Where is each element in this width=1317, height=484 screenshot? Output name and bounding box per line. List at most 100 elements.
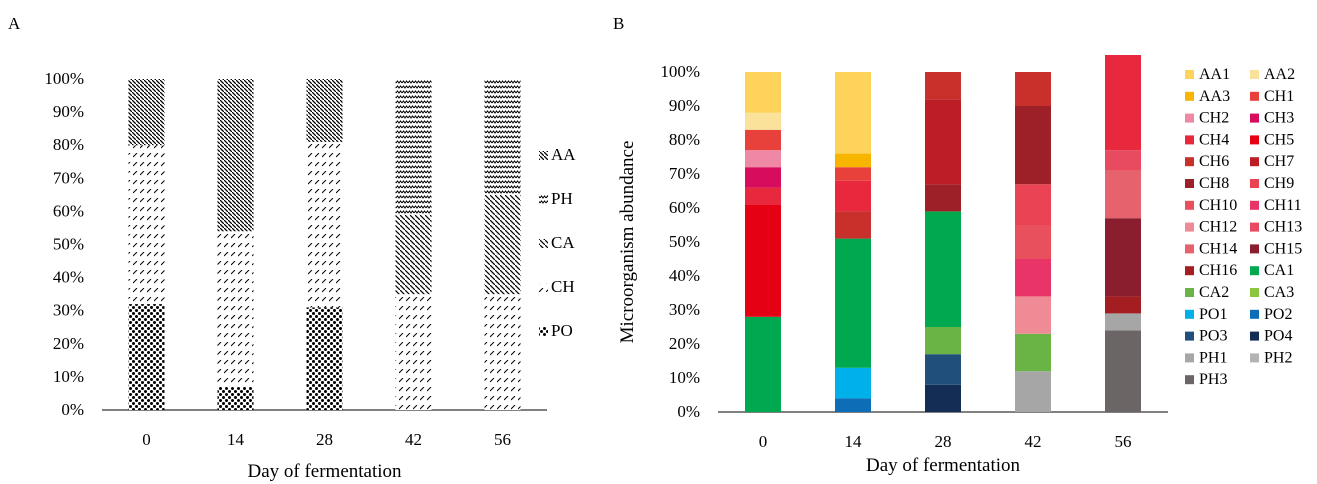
chart-a-bar-ph-day-56 <box>484 79 521 195</box>
chart-b-bar-ch6-day-28 <box>925 72 961 100</box>
chart-a-x-tick-label: 14 <box>227 430 245 449</box>
chart-a-y-tick-label: 0% <box>61 400 84 419</box>
chart-b-legend-label-ca1: CA1 <box>1264 262 1294 279</box>
chart-b-bar-ch4-day-14 <box>835 180 871 212</box>
chart-a-legend-label-po: PO <box>551 321 573 340</box>
chart-a-legend-swatch-ph <box>539 195 548 204</box>
chart-b-legend-swatch-ch8 <box>1185 179 1194 188</box>
chart-b-x-tick-label: 28 <box>935 432 952 451</box>
chart-b-bar-ch1-day-14 <box>835 167 871 181</box>
chart-a-y-tick-label: 60% <box>53 201 84 220</box>
chart-b-legend-label-ch9: CH9 <box>1264 175 1294 192</box>
chart-a-x-tick-label: 56 <box>494 430 511 449</box>
chart-a-y-tick-label: 90% <box>53 102 84 121</box>
panel-b-letter: B <box>613 14 624 33</box>
chart-a-bar-ch-day-28 <box>306 141 343 308</box>
chart-a: 0% 10% 20% 30% 40% 50% 60% 70% 80% 90% 100% 0 14 28 42… <box>44 69 576 482</box>
chart-b-y-tick-label: 50% <box>669 232 700 251</box>
chart-a-legend-swatch-po <box>539 327 548 336</box>
chart-b-legend-swatch-ph1 <box>1185 353 1194 363</box>
chart-b-legend-label-ch5: CH5 <box>1264 131 1294 148</box>
chart-b-legend-label-po1: PO1 <box>1199 306 1227 323</box>
chart-b-legend-swatch-ch6 <box>1185 157 1194 167</box>
chart-b-legend-swatch-ch1 <box>1250 91 1259 101</box>
chart-b-bar-ch6-day-14 <box>835 211 871 239</box>
chart-b-legend-swatch-ch2 <box>1185 113 1194 123</box>
chart-a-bar-ch-day-0 <box>128 145 165 305</box>
chart-b-bar-ch3-day-0 <box>745 167 781 188</box>
chart-a-legend-label-aa: AA <box>551 145 576 164</box>
chart-b-y-tick-label: 10% <box>669 368 700 387</box>
chart-a-y-tick-label: 30% <box>53 301 84 320</box>
chart-a-bar-ch-day-56 <box>484 294 521 410</box>
chart-b-y-tick-label: 80% <box>669 130 700 149</box>
chart-b-legend-swatch-ch16 <box>1185 266 1194 276</box>
chart-b-legend-label-ch16: CH16 <box>1199 262 1237 279</box>
chart-b-bar-ph1-day-56 <box>1105 313 1141 331</box>
chart-a-y-tick-label: 50% <box>53 235 84 254</box>
chart-b-legend-swatch-ca2 <box>1185 288 1194 297</box>
chart-b-legend-swatch-ph2 <box>1250 353 1259 363</box>
chart-b-bar-ch4-day-0 <box>745 187 781 205</box>
chart-b-bar-ch15-day-56 <box>1105 218 1141 297</box>
chart-a-bar-po-day-14 <box>217 386 254 410</box>
chart-a-y-tick-label: 10% <box>53 367 84 386</box>
chart-b-legend-label-ph1: PH1 <box>1199 349 1227 366</box>
chart-b-legend-label-po2: PO2 <box>1264 306 1292 323</box>
chart-b-bar-ch2-day-0 <box>745 150 781 168</box>
chart-a-x-tick-label: 0 <box>142 430 151 449</box>
chart-b-legend-swatch-ch14 <box>1185 244 1194 254</box>
chart-a-bar-po-day-0 <box>128 304 165 410</box>
chart-b-legend-swatch-aa3 <box>1185 91 1194 101</box>
chart-b-x-axis-title: Day of fermentation <box>866 455 1021 476</box>
chart-b-legend-swatch-ch9 <box>1250 179 1259 188</box>
chart-b-legend-swatch-ch7 <box>1250 157 1259 167</box>
chart-b-legend-label-ca3: CA3 <box>1264 284 1294 301</box>
chart-b-bar-ch9-day-42 <box>1015 184 1051 225</box>
chart-b-legend-swatch-ch3 <box>1250 113 1259 123</box>
chart-b-y-tick-label: 30% <box>669 300 700 319</box>
chart-b-bar-ch7-day-28 <box>925 99 961 185</box>
chart-a-bar-ph-day-42 <box>395 79 432 215</box>
chart-b-bar-ch10-day-42 <box>1015 225 1051 259</box>
chart-b-legend-swatch-ch10 <box>1185 200 1194 210</box>
chart-b-legend-swatch-ph3 <box>1185 375 1194 385</box>
chart-b-y-tick-label: 40% <box>669 266 700 285</box>
chart-a-y-tick-label: 80% <box>53 135 84 154</box>
chart-b-bar-ca2-day-42 <box>1015 333 1051 372</box>
chart-b-legend-label-aa3: AA3 <box>1199 88 1230 105</box>
chart-b-legend-label-ch1: CH1 <box>1264 88 1294 105</box>
chart-a-bar-ca-day-42 <box>395 214 432 295</box>
chart-b-bar-po2-day-14 <box>835 398 871 412</box>
chart-b-bar-ch8-day-28 <box>925 184 961 212</box>
chart-b-legend-swatch-aa1 <box>1185 70 1194 79</box>
chart-b-legend-swatch-ch4 <box>1185 135 1194 145</box>
chart-a-y-tick-label: 70% <box>53 168 84 187</box>
chart-a-bar-po-day-28 <box>306 307 343 410</box>
chart-b-bar-ch1-day-0 <box>745 129 781 151</box>
chart-b-bar-ca1-day-28 <box>925 211 961 327</box>
chart-b-y-tick-label: 100% <box>660 62 700 81</box>
chart-b-bar-ca1-day-14 <box>835 238 871 368</box>
chart-b-legend-label-ch13: CH13 <box>1264 219 1302 236</box>
chart-b-y-axis-title: Microorganism abundance <box>617 141 638 344</box>
chart-b-bar-ch6-day-42 <box>1015 72 1051 106</box>
chart-b-legend-label-ch14: CH14 <box>1199 240 1237 257</box>
chart-a-legend-label-ch: CH <box>551 277 575 296</box>
chart-b-legend-swatch-ch15 <box>1250 244 1259 254</box>
chart-b-bar-ca1-day-0 <box>745 316 781 412</box>
chart-b-legend-label-po4: PO4 <box>1264 328 1292 345</box>
chart-b-legend-label-aa1: AA1 <box>1199 66 1230 83</box>
chart-b-bar-po1-day-14 <box>835 367 871 399</box>
chart-b-bar-ch4-day-56 <box>1105 55 1141 151</box>
chart-b-legend-label-ca2: CA2 <box>1199 284 1229 301</box>
chart-b-legend-label-ch15: CH15 <box>1264 240 1302 257</box>
panel-a-letter: A <box>8 14 21 33</box>
chart-a-legend-label-ca: CA <box>551 233 575 252</box>
chart-b-bar-aa1-day-0 <box>745 72 781 113</box>
chart-b-bar-ph3-day-56 <box>1105 330 1141 412</box>
chart-b-bar-po3-day-28 <box>925 354 961 385</box>
chart-a-bar-aa-day-14 <box>217 79 254 232</box>
chart-b-y-tick-label: 90% <box>669 96 700 115</box>
